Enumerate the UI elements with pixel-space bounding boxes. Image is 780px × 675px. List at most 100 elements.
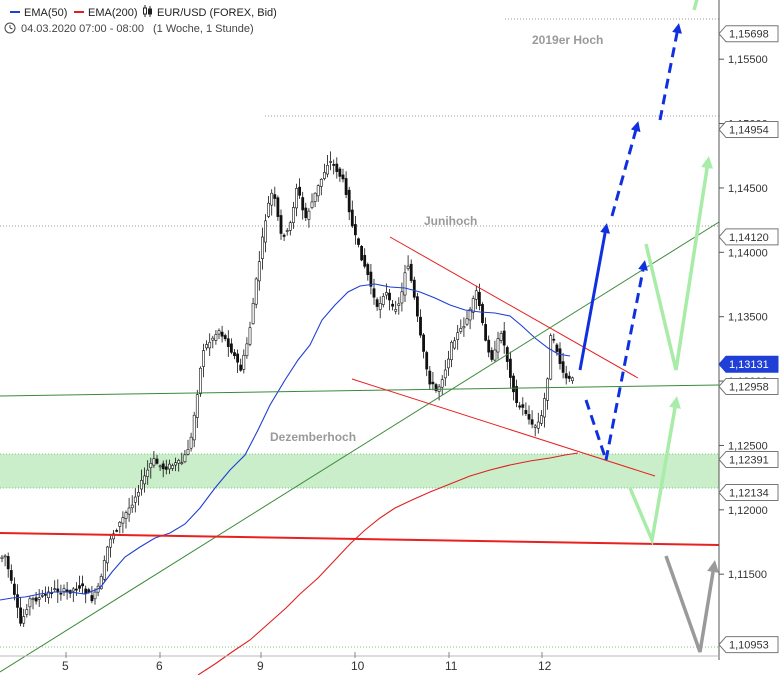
candle xyxy=(146,460,150,485)
ema200-line xyxy=(197,452,579,675)
candle xyxy=(208,333,212,356)
candle xyxy=(288,220,292,236)
candle xyxy=(295,183,298,217)
candle xyxy=(493,340,497,362)
candle xyxy=(53,580,57,592)
candle xyxy=(273,186,277,207)
candle xyxy=(298,178,302,199)
candle xyxy=(102,555,106,582)
candle xyxy=(112,530,116,544)
candle xyxy=(474,285,478,310)
candle xyxy=(59,584,63,601)
wedge-lower-line xyxy=(351,378,656,477)
gray-arrow xyxy=(664,555,719,653)
candle xyxy=(251,297,255,325)
candle xyxy=(47,586,50,604)
price-badge-label: 1,12391 xyxy=(729,454,769,466)
candle xyxy=(267,196,271,219)
range-label: (1 Woche, 1 Stunde) xyxy=(153,23,254,35)
candle xyxy=(422,332,426,359)
price-badge-label: 1,14954 xyxy=(729,124,769,136)
chart-header: EMA(50) EMA(200) EUR/USD (FOREX, Bid) 04… xyxy=(4,5,277,35)
annotation-june-high: Junihoch xyxy=(424,214,477,228)
green-arrow-top xyxy=(692,0,699,11)
candle xyxy=(174,457,178,472)
candle xyxy=(329,151,333,171)
candle xyxy=(394,300,398,315)
candle xyxy=(205,340,209,351)
candle xyxy=(428,366,432,391)
candle xyxy=(533,423,537,437)
y-axis: 1,115001,120001,125001,130001,135001,140… xyxy=(718,0,779,660)
candle xyxy=(152,450,156,468)
x-tick-label: 6 xyxy=(156,659,163,673)
candle xyxy=(310,193,314,210)
candle xyxy=(391,300,395,311)
candle xyxy=(564,365,568,385)
candle xyxy=(260,227,264,270)
candle xyxy=(192,411,196,448)
candle xyxy=(406,255,410,271)
candle xyxy=(471,295,475,320)
candle xyxy=(357,237,360,248)
candle xyxy=(338,167,342,182)
candle xyxy=(487,335,491,358)
candle xyxy=(81,575,85,594)
candle xyxy=(6,552,10,578)
candle xyxy=(415,292,419,323)
green-arrow-upper xyxy=(644,156,714,371)
candle xyxy=(332,159,336,175)
candle xyxy=(518,401,522,410)
candle xyxy=(37,589,41,607)
candle xyxy=(552,333,556,344)
candle xyxy=(301,191,305,220)
candle xyxy=(19,597,23,627)
candle xyxy=(31,596,35,610)
horizontal-trend-line xyxy=(0,384,720,397)
candle xyxy=(521,397,525,416)
candles xyxy=(0,151,574,628)
candle xyxy=(350,200,354,228)
candle xyxy=(155,454,159,465)
candle xyxy=(127,497,131,522)
price-badge: 1,12134 xyxy=(718,484,779,502)
price-badge-label: 1,14120 xyxy=(729,232,769,244)
candle xyxy=(515,379,519,408)
blue-dashed-down xyxy=(584,399,608,461)
price-badge: 1,14120 xyxy=(718,228,779,246)
candle xyxy=(400,282,404,312)
candle xyxy=(502,321,506,354)
annotation-december-high: Dezemberhoch xyxy=(270,430,356,444)
candle xyxy=(363,248,367,269)
candle xyxy=(484,317,488,342)
candle xyxy=(220,325,224,343)
candle xyxy=(230,338,233,355)
candle xyxy=(90,586,94,604)
candle xyxy=(75,582,78,596)
y-tick-label: 1,13500 xyxy=(728,312,768,324)
candle xyxy=(171,463,174,472)
x-tick-label: 5 xyxy=(62,659,69,673)
candle xyxy=(446,350,450,376)
ema50-legend-label: EMA(50) xyxy=(24,7,67,19)
annotation-2019-high: 2019er Hoch xyxy=(532,33,603,47)
candle xyxy=(412,276,416,300)
x-tick-label: 12 xyxy=(538,659,552,673)
candle xyxy=(465,311,469,327)
candle xyxy=(124,510,128,529)
candle xyxy=(425,350,429,377)
candle xyxy=(530,410,534,429)
candle xyxy=(140,469,143,496)
candle xyxy=(459,319,463,334)
candle xyxy=(539,410,543,427)
candle xyxy=(440,375,444,395)
candle xyxy=(372,278,376,305)
candle xyxy=(546,377,550,410)
candle xyxy=(304,202,308,221)
candle xyxy=(313,192,317,208)
candle xyxy=(536,412,540,434)
candle xyxy=(9,564,13,584)
candle xyxy=(409,259,413,284)
candle xyxy=(419,309,422,338)
